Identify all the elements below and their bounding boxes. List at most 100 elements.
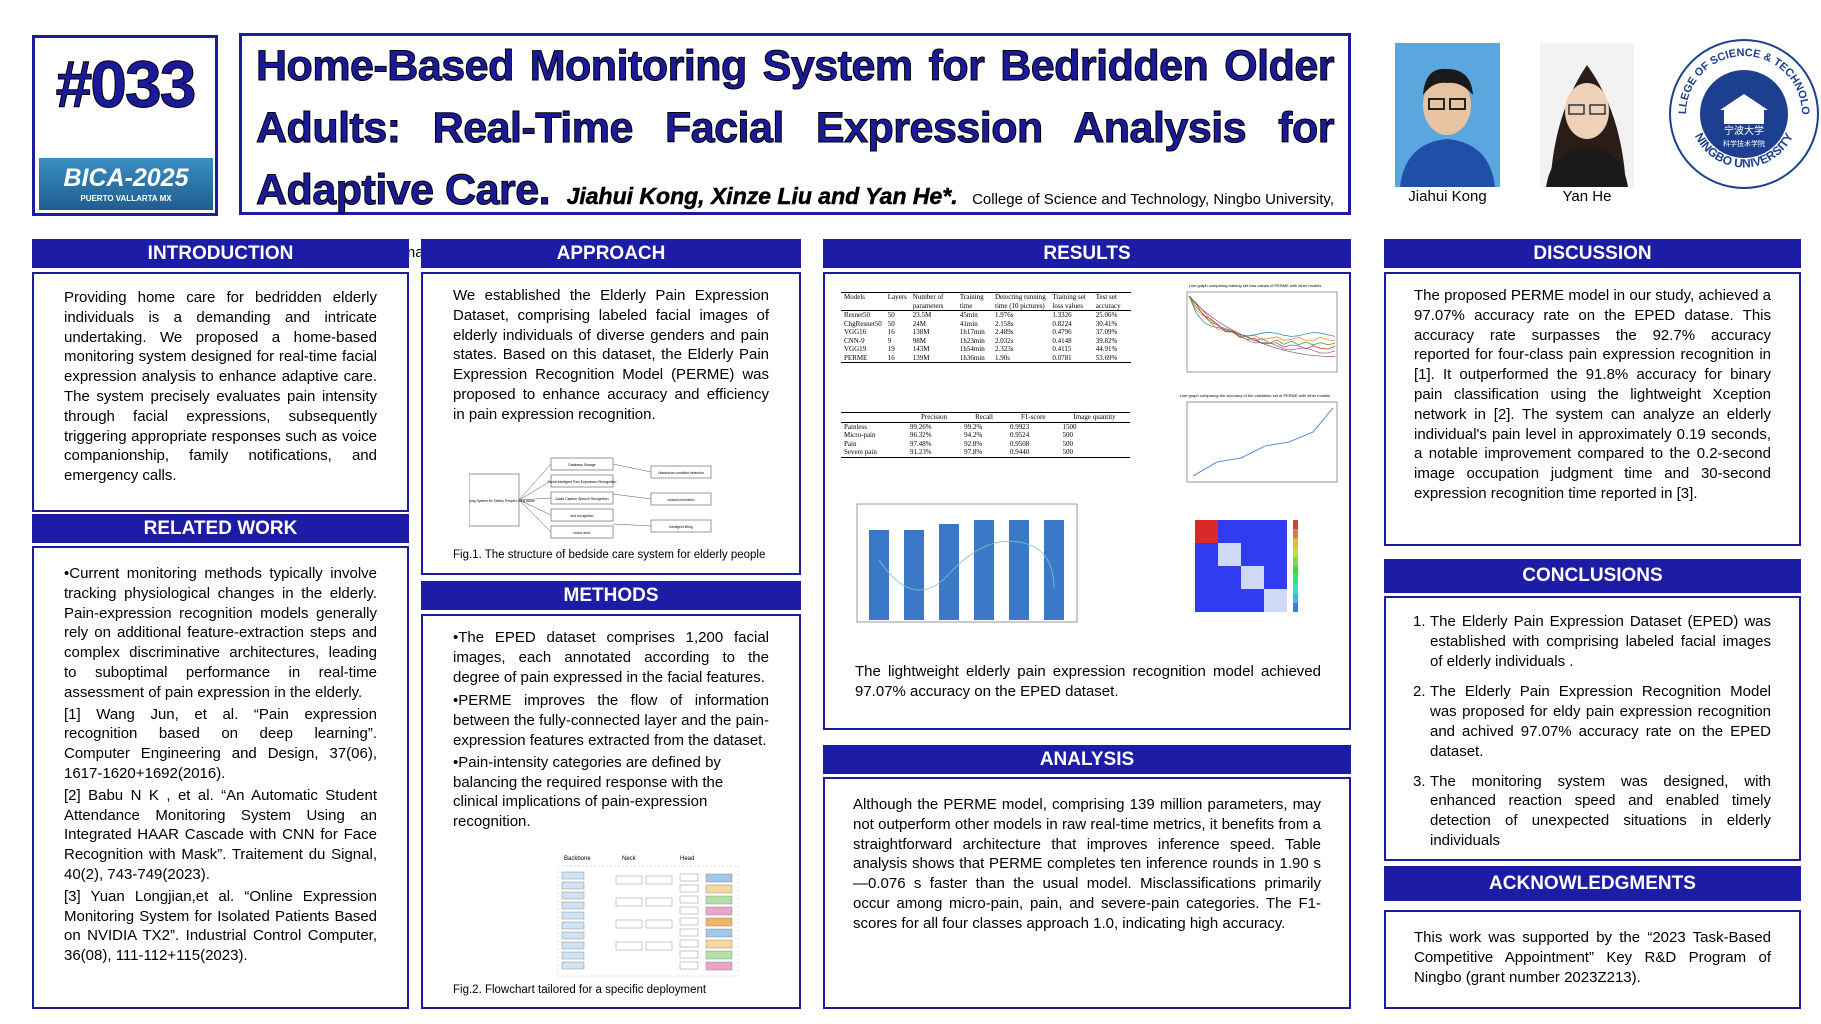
table-cell: 53.69% [1095,353,1118,362]
table-cell: 50 [887,319,895,328]
chart-title: Line graph comparing training set loss v… [1189,283,1322,288]
table-cell: Pain [844,439,857,448]
table-row: Pain 97.48% 92.8% 0.9508 500 [841,440,1130,449]
diagram-block [705,950,733,960]
column-header: Precision [921,413,948,421]
column-header: Test set accuracy [1095,293,1121,310]
column-header: Detecting running time (10 pictures) [995,293,1046,310]
column-header: Recall [975,413,993,421]
table-cell: 96.32% [910,431,932,439]
illustrative-line [1188,295,1336,346]
table-cell: 1500 [1062,422,1077,431]
illustrative-cell [1218,566,1241,589]
loss-chart: Line graph comparing training set loss v… [1186,283,1338,373]
photo-jiahui [1395,43,1500,187]
colorbar-step [1293,538,1298,548]
diagram-block [679,917,699,926]
diagram-label: text recognition [571,514,594,518]
table-cell: 138M [912,328,930,336]
colorbar-step [1293,520,1298,530]
item-text: The Elderly Pain Expression Dataset (EPE… [1430,613,1771,670]
diagram-block [561,901,585,910]
diagram-block [705,895,733,905]
illustrative-line [1192,407,1334,477]
approach-box: We established the Elderly Pain Expressi… [421,272,801,575]
diagram-block [705,873,733,883]
table-cell: 99.26% [910,422,932,431]
column-header: Layers [887,293,907,301]
section-heading: ACKNOWLEDGMENTS [1384,866,1801,901]
illustrative-cell [1218,543,1241,566]
diagram-block [679,939,699,948]
diagram-block [705,961,733,971]
item-text: The monitoring system was designed, with… [1430,772,1771,849]
illustrative-cell [1264,589,1287,612]
approach-text: We established the Elderly Pain Expressi… [453,287,769,423]
column-header: F1-score [1020,413,1046,421]
table-cell: 1.3326 [1052,311,1072,319]
reference: [2] Babu N K , et al. “An Automatic Stud… [64,786,377,883]
illustrative-cell [1195,566,1218,589]
illustrative-line [1188,295,1336,337]
table-cell: 2.032s [995,336,1014,345]
section-heading: APPROACH [421,239,801,268]
table-cell: 0.9508 [1009,439,1030,448]
figure-caption: Fig.2. Flowchart tailored for a specific… [453,984,707,996]
diagram-label: Database Storage [568,463,595,467]
diagram-block [705,928,733,938]
table-cell: 1.90s [995,353,1010,362]
table-cell: PERME [844,353,868,362]
corner-cell [841,413,907,423]
analysis-text: Although the PERME model, comprising 139… [853,796,1321,932]
colorbar-step [1293,547,1298,557]
colorbar-step [1293,556,1298,566]
illustrative-bar [869,530,889,620]
logo-chinese: 宁波大学 [1724,124,1764,137]
chart-frame [1186,401,1338,483]
poster-number-box: #033 BICA-2025 PUERTO VALLARTA MX [32,35,218,216]
colorbar-step [1293,575,1298,585]
table-cell: 139M [912,353,930,362]
conference-badge: BICA-2025 PUERTO VALLARTA MX [39,158,213,210]
illustrative-cell [1264,566,1287,589]
diagram-block [679,884,699,893]
diagram-block [561,881,585,890]
diagram-block [679,928,699,937]
authors: Jiahui Kong, Xinze Liu and Yan He*. [566,183,958,210]
poster-title: Home-Based Monitoring System for Bedridd… [256,42,1336,215]
item-text: The Elderly Pain Expression Recognition … [1430,683,1771,760]
diagram-block [705,939,733,949]
diagram-label: Backbone [564,856,591,862]
diagram-block [615,941,643,951]
reference: [1] Wang Jun, et al. “Pain expression re… [64,705,377,782]
table-row: VGG16 16 138M 1h17min 2.489s 0.4796 37.09% [841,328,1131,337]
colorbar-step [1293,584,1298,594]
connector [518,463,552,501]
column-header: Models [844,293,865,301]
colorbar-step [1293,529,1298,539]
section-heading: CONCLUSIONS [1384,559,1801,593]
diagram-box [469,473,520,527]
chart-title: Line graph comparing the accuracy of the… [1180,393,1330,398]
connector [518,497,552,501]
illustrative-cell [1241,589,1264,612]
paragraph: •Current monitoring methods typically in… [64,565,377,701]
illustrative-cell [1241,543,1264,566]
table-row: Painless 99.26% 99.2% 0.9923 1500 [841,422,1130,431]
diagram-box [650,465,712,479]
illustrative-bar [974,520,994,620]
diagram-block [679,895,699,904]
table-cell: 45min [959,311,978,319]
table-cell: 1h54min [959,345,985,353]
section-heading: RESULTS [823,239,1351,268]
diagram-block [645,941,673,951]
table-cell: 97.8% [964,448,983,456]
accuracy-chart: Line graph comparing the accuracy of the… [1180,393,1338,483]
table-2-holder: Precision Recall F1-score Image quantity Pai… [841,412,1151,458]
table-cell: 143M [912,345,930,353]
connector [612,463,652,473]
diagram-label: Audio Capture Speech Recognition [556,497,609,501]
diagram-label: Facial Intelligent Pain Expression Recog… [548,480,617,484]
acknowledgments-box: This work was supported by the “2023 Tas… [1384,910,1801,1009]
diagram-block [561,871,585,880]
